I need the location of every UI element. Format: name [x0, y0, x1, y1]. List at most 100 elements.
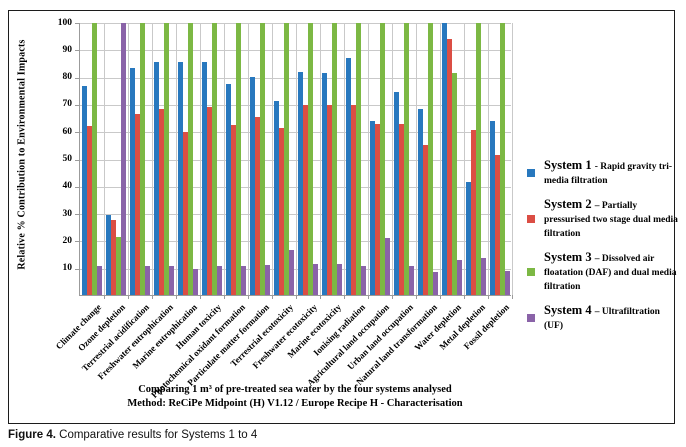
x-tick-mark — [296, 295, 297, 299]
bar-system-1 — [322, 73, 327, 295]
x-tick-mark — [416, 295, 417, 299]
bar-system-1 — [130, 67, 135, 295]
bar-group — [488, 23, 512, 295]
bar-system-1 — [202, 62, 207, 295]
bar-system-4 — [217, 266, 222, 295]
bar-system-2 — [495, 154, 500, 295]
bar-system-3 — [212, 23, 217, 295]
y-tick-label: 30 — [62, 208, 73, 219]
legend-item: System 3 – Dissolved air floatation (DAF… — [527, 251, 679, 293]
v-gridline — [344, 23, 345, 295]
bar-system-2 — [159, 108, 164, 295]
bar-group — [224, 23, 248, 295]
bar-system-3 — [356, 23, 361, 295]
v-gridline — [368, 23, 369, 295]
bar-system-1 — [226, 84, 231, 295]
legend-swatch-icon — [527, 169, 535, 177]
x-tick-mark — [272, 295, 273, 299]
bar-system-2 — [327, 104, 332, 295]
x-tick-mark — [224, 295, 225, 299]
bar-group — [272, 23, 296, 295]
y-tick-label: 90 — [62, 44, 73, 55]
h-gridline — [80, 50, 511, 52]
h-gridline — [80, 77, 511, 79]
bar-system-4 — [121, 23, 126, 295]
legend-item: System 2 – Partially pressurised two sta… — [527, 198, 679, 240]
legend-series-name: System 3 — [544, 250, 595, 264]
legend-swatch-icon — [527, 215, 535, 223]
bar-system-1 — [346, 58, 351, 295]
v-gridline — [128, 23, 129, 295]
h-gridline — [80, 214, 511, 216]
y-tick-mark — [75, 159, 80, 161]
h-gridline — [80, 159, 511, 161]
bar-system-1 — [490, 120, 495, 295]
legend-series-description: – Partially pressurised two stage dual m… — [544, 201, 678, 239]
bar-system-2 — [279, 127, 284, 295]
h-gridline — [80, 241, 511, 243]
legend-series-description: – Ultrafiltration (UF) — [544, 307, 660, 331]
y-tick-label: 50 — [62, 154, 73, 164]
bar-system-4 — [145, 266, 150, 295]
y-tick-mark — [75, 50, 80, 52]
v-gridline — [272, 23, 273, 295]
bar-system-3 — [140, 23, 145, 295]
x-tick-mark — [464, 295, 465, 299]
bar-system-3 — [260, 23, 265, 295]
x-tick-mark — [392, 295, 393, 299]
y-tick-mark — [75, 186, 80, 188]
bar-system-1 — [370, 120, 375, 295]
legend-series-description: - Rapid gravity tri-media filtration — [544, 162, 673, 186]
legend-entry-text: System 4 – Ultrafiltration (UF) — [544, 304, 679, 332]
bar-system-3 — [188, 23, 193, 295]
bar-system-1 — [442, 23, 447, 295]
v-gridline — [320, 23, 321, 295]
bar-group — [248, 23, 272, 295]
bar-system-4 — [505, 270, 510, 295]
figure-caption-label: Figure 4. — [8, 429, 56, 441]
chart-caption-line-2: Method: ReCiPe Midpoint (H) V1.12 / Euro… — [127, 398, 463, 409]
bar-system-2 — [183, 131, 188, 295]
bar-system-4 — [481, 258, 486, 295]
h-gridline — [80, 186, 511, 188]
bar-system-3 — [452, 73, 457, 295]
x-tick-mark — [152, 295, 153, 299]
figure-caption-text: Comparative results for Systems 1 to 4 — [55, 429, 258, 441]
legend-entry-text: System 3 – Dissolved air floatation (DAF… — [544, 251, 679, 293]
bar-system-2 — [399, 123, 404, 295]
figure-caption: Figure 4. Comparative results for System… — [8, 429, 257, 441]
h-gridline — [80, 132, 511, 134]
bar-system-3 — [164, 23, 169, 295]
bar-system-1 — [178, 62, 183, 295]
bar-system-2 — [375, 123, 380, 295]
legend-entry-text: System 1 - Rapid gravity tri-media filtr… — [544, 159, 679, 187]
bar-system-4 — [193, 269, 198, 295]
y-axis-title: Relative % Contribution to Environmental… — [16, 39, 28, 270]
bar-system-3 — [332, 23, 337, 295]
bar-system-4 — [361, 266, 366, 295]
x-tick-mark — [320, 295, 321, 299]
legend-series-name: System 4 — [544, 303, 595, 317]
bar-system-2 — [255, 116, 260, 295]
v-gridline — [440, 23, 441, 295]
bar-system-2 — [111, 220, 116, 295]
bar-system-3 — [380, 23, 385, 295]
v-gridline — [200, 23, 201, 295]
x-tick-mark — [512, 295, 513, 299]
v-gridline — [248, 23, 249, 295]
x-tick-mark — [344, 295, 345, 299]
bar-system-3 — [404, 23, 409, 295]
bar-system-2 — [135, 114, 140, 295]
plot-area: Relative % Contribution to Environmental… — [17, 18, 513, 400]
bar-group — [104, 23, 128, 295]
y-tick-mark — [75, 214, 80, 216]
bar-group — [344, 23, 368, 295]
h-gridline — [80, 104, 511, 106]
bar-system-4 — [433, 271, 438, 295]
y-tick-label: 80 — [62, 72, 73, 83]
x-tick-mark — [176, 295, 177, 299]
bar-system-3 — [236, 23, 241, 295]
legend-series-description: – Dissolved air floatation (DAF) and dua… — [544, 254, 677, 292]
bar-group — [200, 23, 224, 295]
